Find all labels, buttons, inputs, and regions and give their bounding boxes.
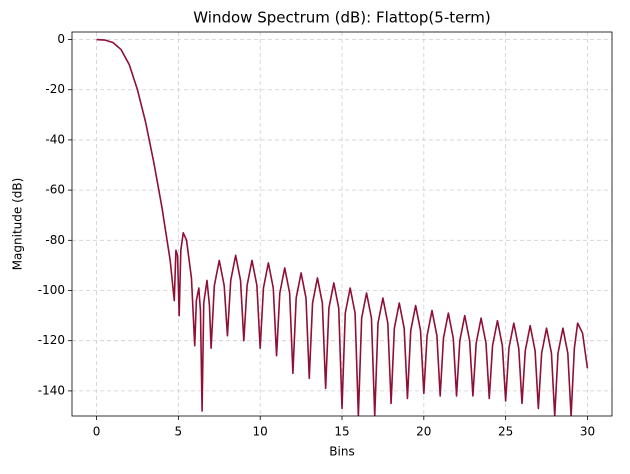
x-tick-label: 30 bbox=[580, 425, 595, 439]
y-tick-label: -20 bbox=[45, 82, 65, 96]
y-tick-label: -80 bbox=[45, 233, 65, 247]
chart-title: Window Spectrum (dB): Flattop(5-term) bbox=[193, 9, 490, 27]
x-tick-label: 0 bbox=[93, 425, 101, 439]
y-tick-label: -60 bbox=[45, 183, 65, 197]
y-tick-label: -120 bbox=[38, 333, 65, 347]
x-axis-label: Bins bbox=[329, 445, 354, 459]
x-tick-label: 25 bbox=[498, 425, 513, 439]
x-tick-label: 20 bbox=[416, 425, 431, 439]
y-tick-label: -40 bbox=[45, 132, 65, 146]
x-tick-label: 10 bbox=[253, 425, 268, 439]
spectrum-line bbox=[96, 38, 589, 416]
y-tick-label: -140 bbox=[38, 383, 65, 397]
plot-frame bbox=[71, 31, 613, 417]
y-axis-label: Magnitude (dB) bbox=[11, 178, 25, 271]
y-tick-label: -100 bbox=[38, 283, 65, 297]
y-tick-label: 0 bbox=[57, 32, 65, 46]
x-tick-label: 15 bbox=[334, 425, 349, 439]
x-tick-label: 5 bbox=[175, 425, 183, 439]
